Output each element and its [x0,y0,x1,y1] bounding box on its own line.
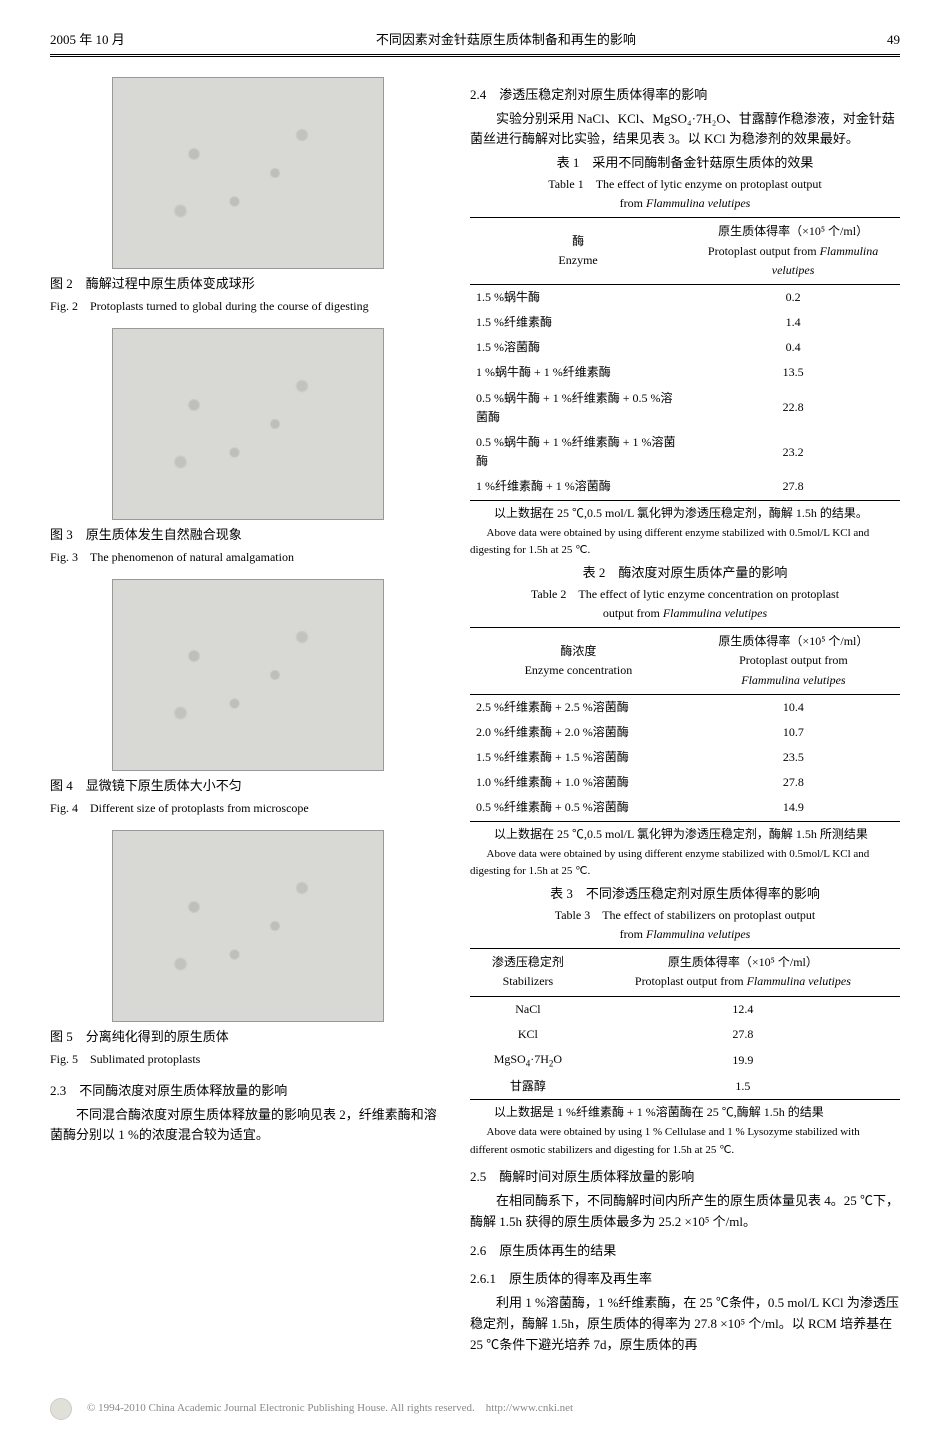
page-footer: © 1994-2010 China Academic Journal Elect… [50,1388,900,1420]
header-right: 49 [887,30,900,51]
table-row: 1.0 %纤维素酶 + 1.0 %溶菌酶27.8 [470,770,900,795]
figure-2-caption-en: Fig. 2 Protoplasts turned to global duri… [50,297,445,316]
table-3-col1-header: 渗透压稳定剂Stabilizers [470,949,586,996]
table-3-body: NaCl12.4 KCl27.8 MgSO4·7H2O19.9 甘露醇1.5 [470,996,900,1099]
table-2-col2-header: 原生质体得率（×10⁵ 个/ml）Protoplast output fromF… [687,628,900,695]
table-2-caption-en: Table 2 The effect of lytic enzyme conce… [470,585,900,623]
table-row: 1 %纤维素酶 + 1 %溶菌酶27.8 [470,474,900,500]
table-2-caption-cn: 表 2 酶浓度对原生质体产量的影响 [470,563,900,584]
table-row: 1.5 %纤维素酶 + 1.5 %溶菌酶23.5 [470,745,900,770]
footer-text: © 1994-2010 China Academic Journal Elect… [87,1400,573,1418]
section-2-6-1-para: 利用 1 %溶菌酶，1 %纤维素酶，在 25 ℃条件，0.5 mol/L KCl… [470,1293,900,1355]
section-2-4-title: 2.4 渗透压稳定剂对原生质体得率的影响 [470,85,900,106]
table-3-caption-cn: 表 3 不同渗透压稳定剂对原生质体得率的影响 [470,884,900,905]
figure-2-image [112,77,384,269]
figure-3-caption-en: Fig. 3 The phenomenon of natural amalgam… [50,548,445,567]
table-row: 1.5 %纤维素酶1.4 [470,310,900,335]
table-2-note-cn: 以上数据在 25 ℃,0.5 mol/L 氯化钾为渗透压稳定剂，酶解 1.5h … [470,825,900,844]
figure-4-caption-cn: 图 4 显微镜下原生质体大小不匀 [50,776,445,797]
table-row: 0.5 %纤维素酶 + 0.5 %溶菌酶14.9 [470,795,900,821]
section-2-3-para: 不同混合酶浓度对原生质体释放量的影响见表 2，纤维素酶和溶菌酶分别以 1 %的浓… [50,1105,445,1147]
figure-5-image [112,830,384,1022]
figure-3-image [112,328,384,520]
table-row: 1 %蜗牛酶 + 1 %纤维素酶13.5 [470,360,900,385]
section-2-5-title: 2.5 酶解时间对原生质体释放量的影响 [470,1167,900,1188]
table-1-caption-en: Table 1 The effect of lytic enzyme on pr… [470,175,900,213]
table-3-note-en: Above data were obtained by using 1 % Ce… [470,1124,900,1159]
table-3-col2-header: 原生质体得率（×10⁵ 个/ml）Protoplast output from … [586,949,900,996]
table-2-note-en: Above data were obtained by using differ… [470,846,900,881]
table-row: 0.5 %蜗牛酶 + 1 %纤维素酶 + 0.5 %溶菌酶22.8 [470,386,900,430]
table-row: MgSO4·7H2O19.9 [470,1047,900,1074]
header-left: 2005 年 10 月 [50,30,125,51]
table-1-note-cn: 以上数据在 25 ℃,0.5 mol/L 氯化钾为渗透压稳定剂，酶解 1.5h … [470,504,900,523]
figure-4-caption-en: Fig. 4 Different size of protoplasts fro… [50,799,445,818]
table-2-col1-header: 酶浓度Enzyme concentration [470,628,687,695]
section-2-6-title: 2.6 原生质体再生的结果 [470,1241,900,1262]
table-3-caption-en: Table 3 The effect of stabilizers on pro… [470,906,900,944]
table-1-col1-header: 酶Enzyme [470,218,686,285]
page-header: 2005 年 10 月 不同因素对金针菇原生质体制备和再生的影响 49 [50,30,900,57]
table-row: 甘露醇1.5 [470,1074,900,1100]
table-1-caption-cn: 表 1 采用不同酶制备金针菇原生质体的效果 [470,153,900,174]
footer-logo-icon [50,1398,72,1420]
table-3: 渗透压稳定剂Stabilizers 原生质体得率（×10⁵ 个/ml）Proto… [470,948,900,1100]
table-row: 1.5 %溶菌酶0.4 [470,335,900,360]
table-2-body: 2.5 %纤维素酶 + 2.5 %溶菌酶10.4 2.0 %纤维素酶 + 2.0… [470,694,900,821]
table-1: 酶Enzyme 原生质体得率（×10⁵ 个/ml）Protoplast outp… [470,217,900,500]
section-2-5-para: 在相同酶系下，不同酶解时间内所产生的原生质体量见表 4。25 ℃下，酶解 1.5… [470,1191,900,1233]
table-row: 2.0 %纤维素酶 + 2.0 %溶菌酶10.7 [470,720,900,745]
section-2-6-1-title: 2.6.1 原生质体的得率及再生率 [470,1269,900,1290]
table-row: 0.5 %蜗牛酶 + 1 %纤维素酶 + 1 %溶菌酶23.2 [470,430,900,474]
table-row: KCl27.8 [470,1022,900,1047]
figure-3-caption-cn: 图 3 原生质体发生自然融合现象 [50,525,445,546]
left-column: 图 2 酶解过程中原生质体变成球形 Fig. 2 Protoplasts tur… [50,77,445,1358]
table-2: 酶浓度Enzyme concentration 原生质体得率（×10⁵ 个/ml… [470,627,900,822]
figure-4-image [112,579,384,771]
section-2-4-para: 实验分别采用 NaCl、KCl、MgSO₄·7H₂O、甘露醇作稳渗液，对金针菇菌… [470,109,900,151]
table-row: 1.5 %蜗牛酶0.2 [470,284,900,310]
figure-2-caption-cn: 图 2 酶解过程中原生质体变成球形 [50,274,445,295]
header-center: 不同因素对金针菇原生质体制备和再生的影响 [376,30,636,51]
right-column: 2.4 渗透压稳定剂对原生质体得率的影响 实验分别采用 NaCl、KCl、MgS… [470,77,900,1358]
table-row: NaCl12.4 [470,996,900,1022]
figure-5-caption-cn: 图 5 分离纯化得到的原生质体 [50,1027,445,1048]
table-1-col2-header: 原生质体得率（×10⁵ 个/ml）Protoplast output from … [686,218,900,285]
figure-5-caption-en: Fig. 5 Sublimated protoplasts [50,1050,445,1069]
table-1-note-en: Above data were obtained by using differ… [470,525,900,560]
table-1-body: 1.5 %蜗牛酶0.2 1.5 %纤维素酶1.4 1.5 %溶菌酶0.4 1 %… [470,284,900,500]
section-2-3-title: 2.3 不同酶浓度对原生质体释放量的影响 [50,1081,445,1102]
table-3-note-cn: 以上数据是 1 %纤维素酶 + 1 %溶菌酶在 25 ℃,酶解 1.5h 的结果 [470,1103,900,1122]
table-row: 2.5 %纤维素酶 + 2.5 %溶菌酶10.4 [470,694,900,720]
